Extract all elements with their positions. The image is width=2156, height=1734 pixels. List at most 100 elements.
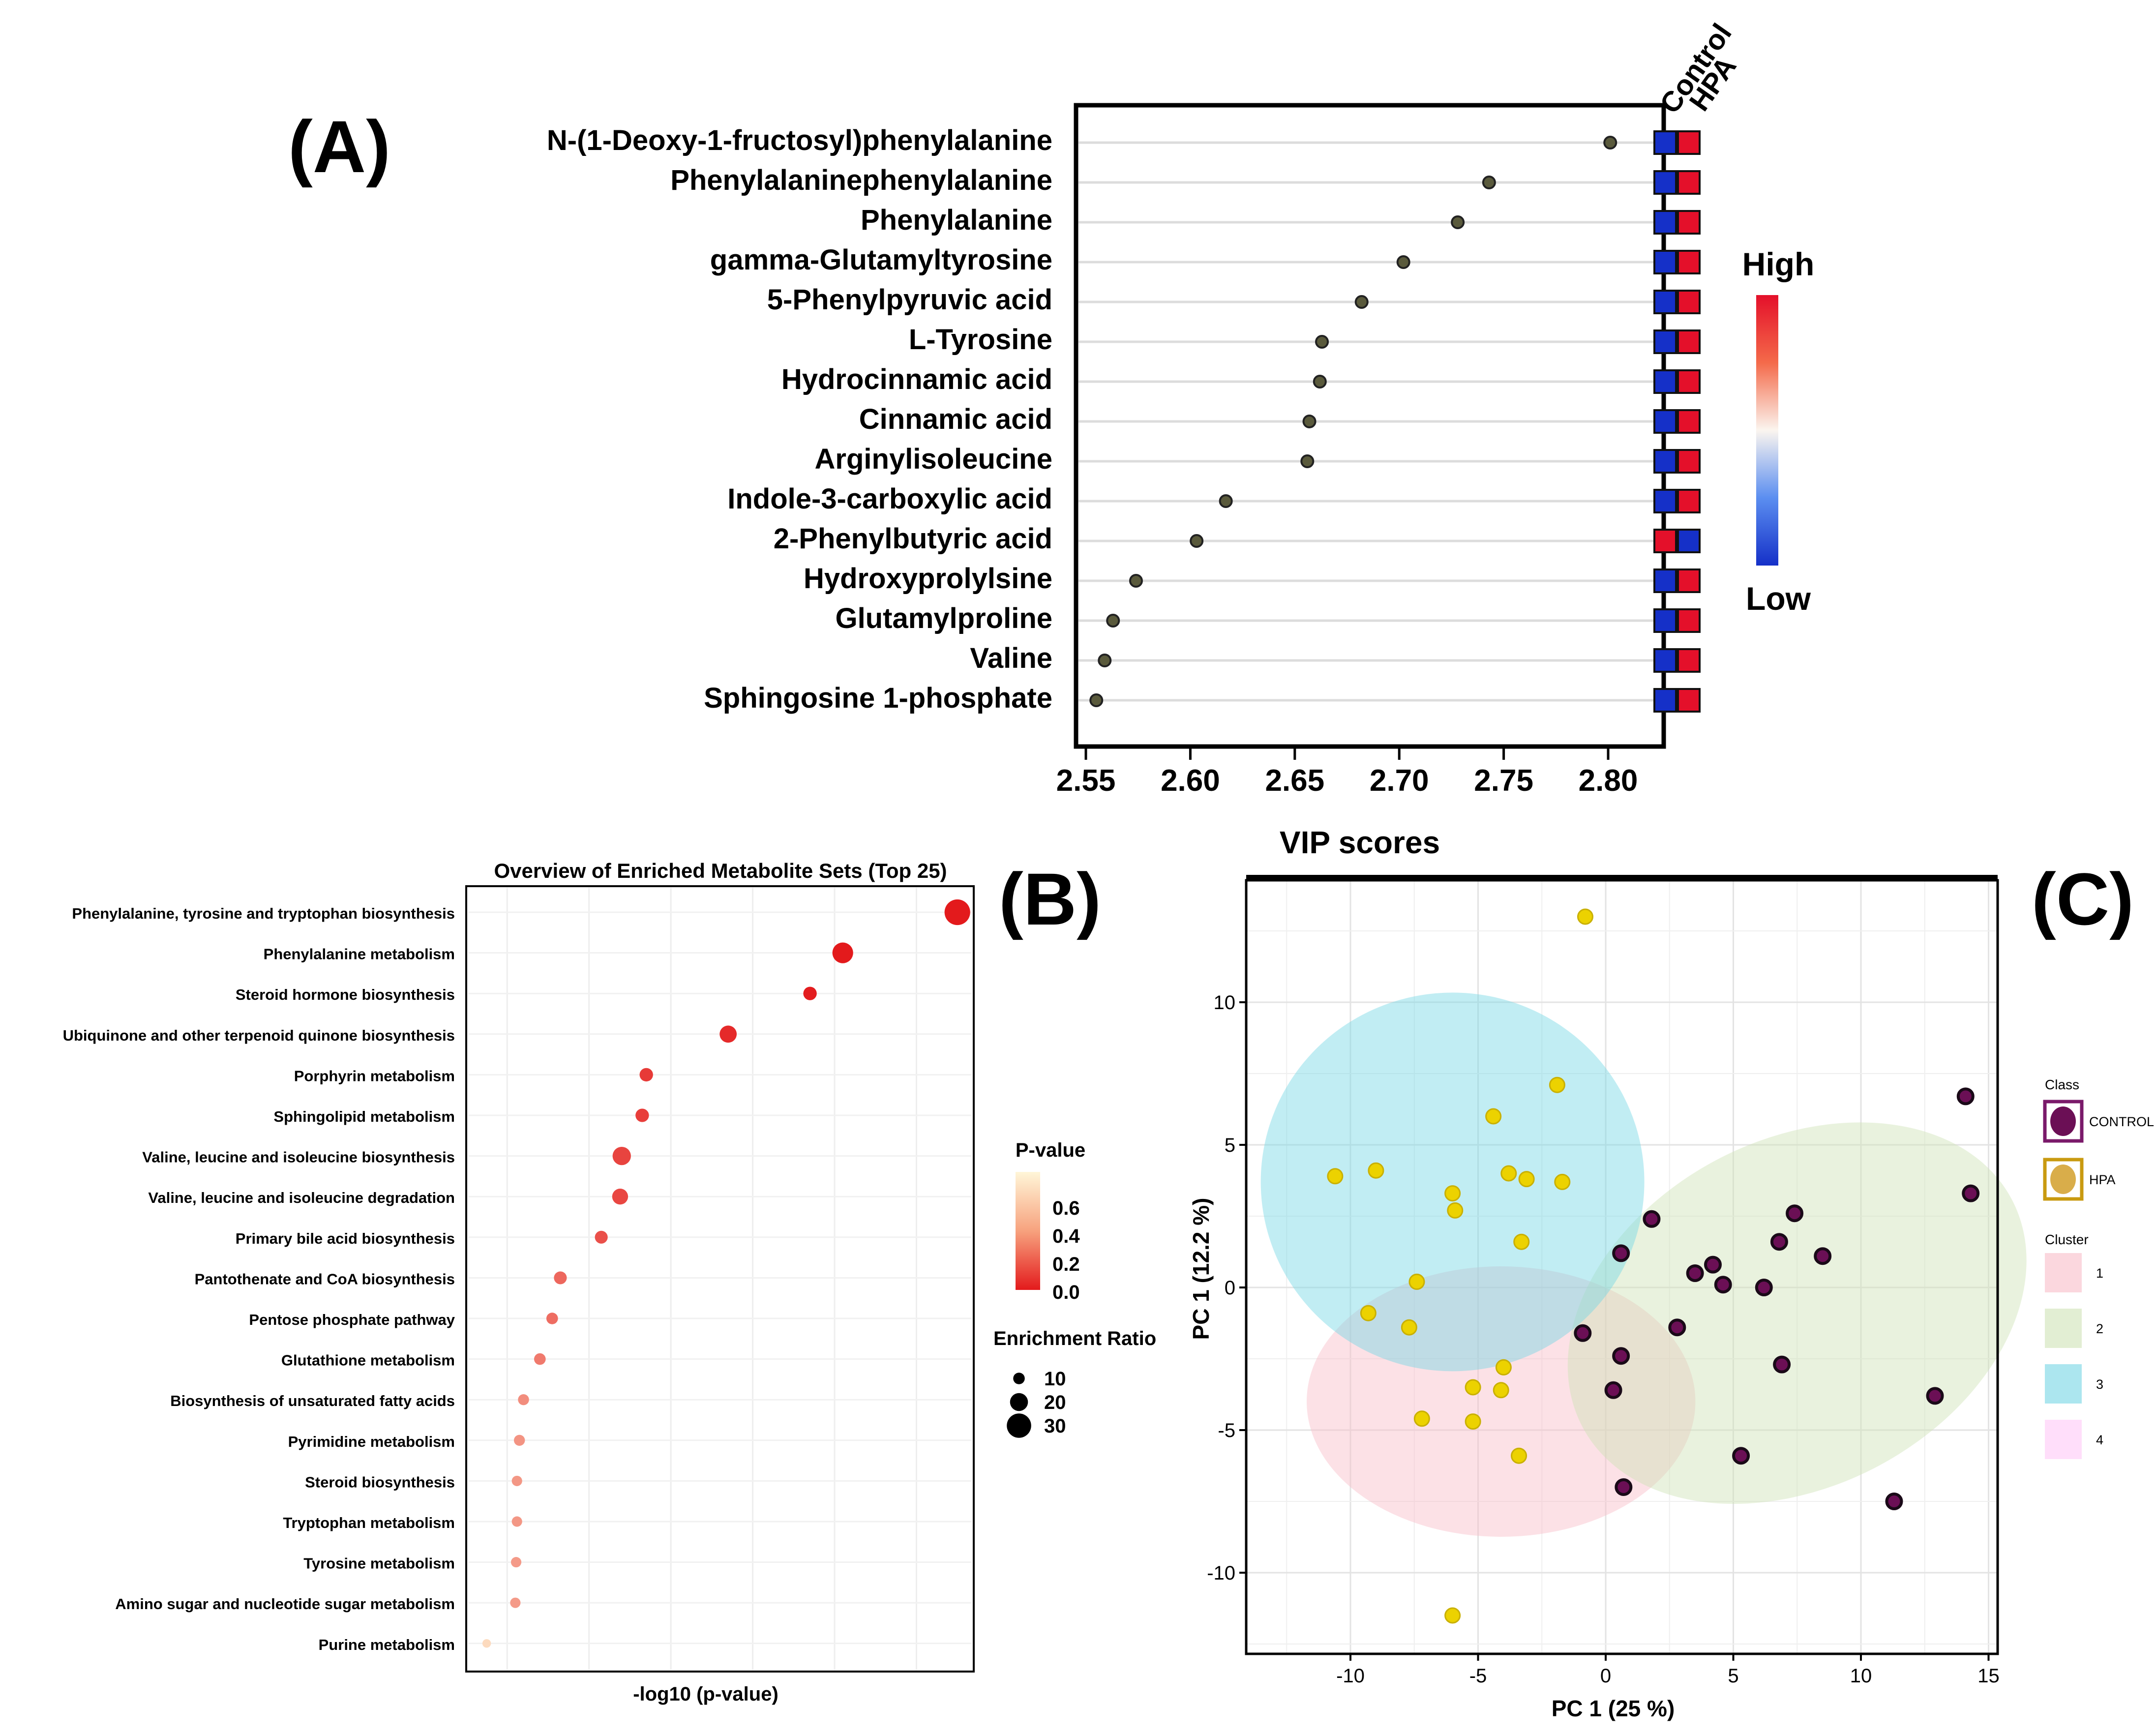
heatmap-cell [1653,449,1677,474]
x-tick-label: 2.75 [1474,764,1533,798]
heatmap-cell [1677,449,1701,474]
enrichment-bubble [612,1189,629,1205]
heatmap-cell [1677,250,1701,274]
hpa-point [1360,1305,1377,1321]
x-tick-label: 2.65 [1265,764,1324,798]
x-tick-label: 2.60 [1161,764,1220,798]
heatmap-cell [1677,409,1701,434]
panel-c-pca-chart: (C) -10 -5 0 5 10 15 10 5 0 -5 -10 PC 1 (25 %) PC … [1188,858,2154,1721]
metabolite-label: 2-Phenylbutyric acid [774,523,1052,555]
enrichment-bubble [639,1068,653,1082]
heatmap-cell [1653,688,1677,713]
pvalue-tick-label: 0.6 [1052,1197,1080,1219]
cluster-legend-swatch [2045,1309,2082,1348]
cluster-legend-label: 4 [2096,1433,2103,1447]
panel-b-enrichment-chart: Overview of Enriched Metabolite Sets (To… [63,858,1157,1705]
y-tick-label: -5 [1218,1420,1235,1441]
hpa-point [1549,1076,1565,1093]
heatmap-cell [1677,329,1701,354]
metabolite-label: 5-Phenylpyruvic acid [767,284,1052,316]
panel-a-x-ticks: 2.55 2.60 2.65 2.70 2.75 2.80 [1056,747,1638,798]
panel-c-x-axis-label: PC 1 (25 %) [1552,1696,1675,1721]
enrichment-bubble [612,1146,631,1166]
vip-point [1098,654,1112,667]
colorbar-high-low [1756,295,1778,566]
hpa-point [1485,1108,1502,1125]
metabolite-set-label: Valine, leucine and isoleucine biosynthe… [142,1149,455,1166]
cluster-legend-label: 1 [2096,1266,2103,1281]
panel-b-label: (B) [999,858,1101,940]
panel-c-plot-area [1246,880,1998,1654]
panel-a-heatmap [1653,130,1701,713]
control-point [1615,1478,1633,1496]
x-tick-label: 5 [1728,1665,1738,1687]
metabolite-set-label: Primary bile acid biosynthesis [236,1230,455,1247]
size-legend-circle [1010,1393,1028,1411]
pvalue-tick-label: 0.2 [1052,1254,1080,1275]
hpa-point [1401,1319,1417,1336]
control-point [1814,1247,1832,1265]
enrichment-bubble [518,1394,529,1405]
panel-a-vip-chart: (A) N-(1-Deoxy-1-fructosyl)phenylalanine… [288,18,1814,860]
enrichment-bubble [511,1475,522,1486]
heatmap-cell [1653,170,1677,195]
metabolite-label: Hydroxyprolylsine [804,563,1052,595]
control-point [1643,1210,1661,1228]
control-point [1668,1318,1686,1337]
cluster-legend-title: Cluster [2045,1232,2089,1247]
heatmap-cell [1653,250,1677,274]
metabolite-set-label: Phenylalanine, tyrosine and tryptophan b… [72,905,455,922]
panel-a-x-axis-label: VIP scores [1280,825,1440,860]
enrichment-bubble [944,899,970,926]
size-legend-title: Enrichment Ratio [993,1328,1156,1349]
panel-c-y-axis-label: PC 1 (12.2 %) [1188,1198,1214,1340]
hpa-point [1327,1168,1344,1185]
vip-point [1300,454,1315,468]
cluster-legend-label: 2 [2096,1321,2103,1336]
metabolite-set-label: Amino sugar and nucleotide sugar metabol… [115,1595,455,1613]
metabolite-set-label: Porphyrin metabolism [294,1067,455,1084]
metabolite-set-label: Valine, leucine and isoleucine degradati… [148,1189,455,1206]
control-point [1612,1347,1630,1365]
x-tick-label: -10 [1336,1665,1365,1687]
control-point [1714,1276,1732,1294]
enrichment-bubble [546,1313,558,1324]
heatmap-cell [1653,329,1677,354]
x-tick-label: 2.80 [1579,764,1638,798]
colorbar-low-label: Low [1746,580,1811,617]
enrichment-bubble [554,1271,567,1285]
vip-point [1603,136,1617,149]
metabolite-set-label: Steroid biosynthesis [305,1473,455,1491]
vip-point [1190,534,1204,548]
panel-a-label: (A) [288,105,390,188]
hpa-point [1511,1447,1527,1464]
enrichment-bubble [510,1557,522,1568]
cluster-legend-swatch [2045,1420,2082,1459]
hpa-point [1465,1379,1481,1396]
control-point [1732,1447,1750,1465]
x-tick-label: 2.55 [1056,764,1116,798]
vip-point [1106,614,1120,628]
pvalue-legend-title: P-value [1016,1139,1085,1161]
metabolite-label: Arginylisoleucine [815,443,1052,475]
hpa-point [1408,1273,1425,1290]
control-point [1755,1279,1773,1296]
hpa-point [1444,1607,1461,1624]
control-point [1956,1087,1975,1106]
x-tick-label: 10 [1850,1665,1872,1687]
cluster-legend-swatch [2045,1253,2082,1292]
vip-point [1354,295,1369,309]
class-legend-label: HPA [2089,1172,2116,1187]
metabolite-label: Sphingosine 1-phosphate [704,682,1052,714]
heatmap-cell [1677,489,1701,513]
pvalue-colorbar [1016,1172,1040,1290]
heatmap-cell [1677,210,1701,235]
panel-c-cluster-ellipses [1260,992,2027,1537]
vip-point [1302,415,1317,428]
metabolite-label: Phenylalaninephenylalanine [670,164,1052,196]
cluster-legend-label: 3 [2096,1377,2103,1392]
vip-point [1219,494,1233,508]
heatmap-cell [1653,648,1677,673]
panel-a-rows: N-(1-Deoxy-1-fructosyl)phenylalanine Phen… [547,124,1661,714]
